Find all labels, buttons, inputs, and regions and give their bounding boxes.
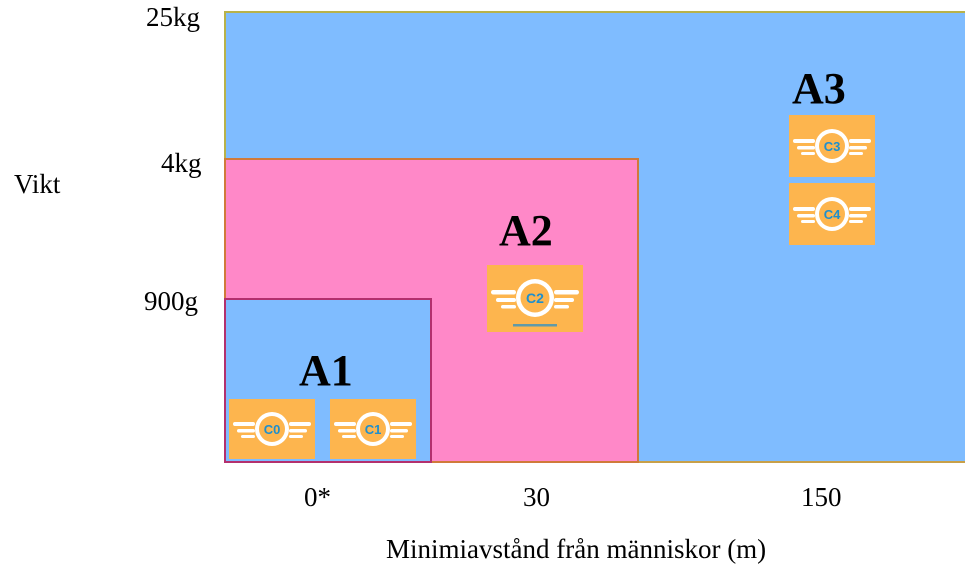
- svg-text:C0: C0: [264, 422, 281, 437]
- class-badge-c3: C3: [789, 115, 875, 177]
- zone-a2-label: A2: [499, 206, 553, 255]
- x-tick-150: 150: [801, 482, 842, 512]
- svg-text:C4: C4: [824, 207, 841, 222]
- y-tick-25kg: 25kg: [146, 2, 200, 32]
- x-tick-30: 30: [523, 482, 550, 512]
- class-badge-c4: C4: [789, 183, 875, 245]
- y-tick-4kg: 4kg: [161, 148, 202, 178]
- class-badge-c2: C2: [487, 265, 583, 332]
- x-tick-0: 0*: [304, 482, 331, 512]
- winged-class-emblem-icon: C3: [789, 115, 875, 177]
- winged-class-emblem-icon: C4: [789, 183, 875, 245]
- winged-class-emblem-icon: C2: [487, 265, 583, 332]
- x-axis-label: Minimiavstånd från människor (m): [386, 534, 767, 564]
- class-badge-c1: C1: [330, 399, 416, 459]
- zone-a3-label: A3: [792, 64, 846, 113]
- svg-text:C1: C1: [365, 422, 382, 437]
- y-tick-900g: 900g: [144, 286, 198, 316]
- class-badge-c0: C0: [229, 399, 315, 459]
- winged-class-emblem-icon: C1: [330, 399, 416, 459]
- svg-text:C3: C3: [824, 139, 841, 154]
- svg-text:C2: C2: [526, 290, 544, 306]
- zone-a1-label: A1: [299, 346, 353, 395]
- winged-class-emblem-icon: C0: [229, 399, 315, 459]
- y-axis-label: Vikt: [14, 169, 61, 199]
